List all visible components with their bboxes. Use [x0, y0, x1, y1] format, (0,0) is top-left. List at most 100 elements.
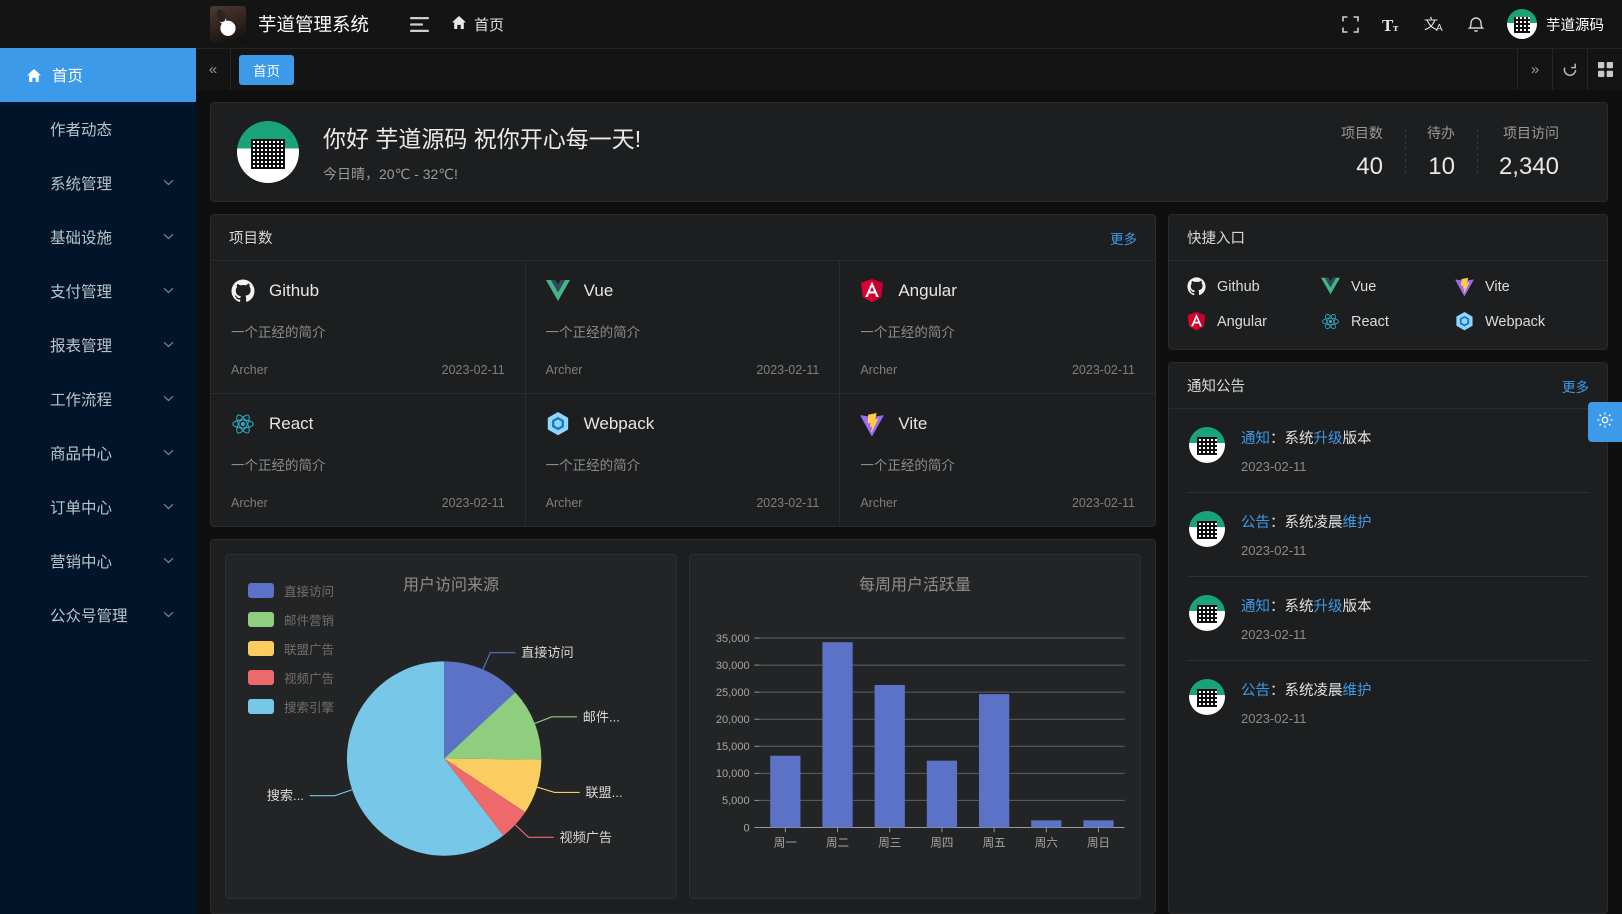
y-tick-label: 35,000: [716, 633, 750, 645]
quick-entry-item[interactable]: Github: [1187, 277, 1321, 296]
sidebar-item-1[interactable]: 作者动态: [0, 102, 196, 156]
quick-entry-item[interactable]: Webpack: [1455, 312, 1589, 331]
project-card[interactable]: Vite 一个正经的简介 Archer 2023-02-11: [840, 394, 1155, 526]
font-size-icon[interactable]: T т: [1371, 0, 1413, 48]
legend-label: 直接访问: [284, 585, 335, 599]
chevron-down-icon: [163, 286, 174, 297]
project-desc: 一个正经的简介: [545, 458, 641, 473]
chevron-down-icon: [163, 178, 174, 189]
legend-swatch: [248, 583, 274, 598]
notice-body: 通知：系统升级版本 2023-02-11: [1241, 595, 1372, 642]
top-header: 芋道管理系统 首页: [196, 0, 1622, 48]
sidebar-item-3[interactable]: 基础设施: [0, 210, 196, 264]
sidebar-item-4[interactable]: 支付管理: [0, 264, 196, 318]
sidebar-item-10[interactable]: 公众号管理: [0, 588, 196, 642]
project-card[interactable]: Github 一个正经的简介 Archer 2023-02-11: [211, 261, 526, 394]
quick-entry-item[interactable]: Vite: [1455, 277, 1589, 296]
brand-title: 芋道管理系统: [258, 14, 370, 35]
project-card[interactable]: Vue 一个正经的简介 Archer 2023-02-11: [525, 261, 841, 394]
pie-chart: 用户访问来源 直接访问 邮件营销 联盟广告 视频广告 搜索引擎 直接访问 邮件... 联盟.…: [225, 554, 677, 899]
translate-icon[interactable]: 文 A: [1413, 0, 1455, 48]
legend-item[interactable]: 搜索引擎: [248, 697, 334, 716]
project-desc: 一个正经的简介: [231, 458, 326, 473]
sidebar-item-0[interactable]: 首页: [0, 48, 196, 102]
notice-item[interactable]: 公告：系统凌晨维护 2023-02-11: [1187, 661, 1589, 744]
legend-item[interactable]: 联盟广告: [248, 639, 334, 658]
legend-item[interactable]: 视频广告: [248, 668, 334, 687]
legend-item[interactable]: 直接访问: [248, 581, 334, 600]
chevron-down-icon: [163, 340, 174, 351]
quick-entry-body: Github Vue Vite Angular React Webpack: [1169, 261, 1607, 349]
project-name: Webpack: [583, 414, 655, 433]
project-footer: Archer 2023-02-11: [860, 496, 1135, 510]
project-desc: 一个正经的简介: [545, 325, 641, 340]
stat-value: 40: [1356, 153, 1383, 180]
gear-icon: [1596, 411, 1614, 434]
quick-entry-item[interactable]: Vue: [1321, 277, 1455, 296]
pie-chart-canvas: 直接访问邮件...联盟...视频广告搜索...: [267, 644, 623, 856]
project-card[interactable]: React 一个正经的简介 Archer 2023-02-11: [211, 394, 526, 526]
charts-card: 用户访问来源 直接访问 邮件营销 联盟广告 视频广告 搜索引擎 直接访问 邮件... 联盟.…: [210, 539, 1156, 914]
sidebar-item-7[interactable]: 商品中心: [0, 426, 196, 480]
pie-callout-line: [309, 789, 353, 797]
notices-more-link[interactable]: 更多: [1562, 379, 1589, 395]
banner-qr-avatar: [237, 121, 299, 183]
quick-entry-label: Vite: [1485, 278, 1510, 295]
y-tick-label: 20,000: [716, 714, 750, 726]
quick-entry-item[interactable]: React: [1321, 312, 1455, 331]
pie-callout-line: [534, 716, 577, 724]
sidebar-item-6[interactable]: 工作流程: [0, 372, 196, 426]
breadcrumb-label: 首页: [474, 16, 505, 34]
y-tick-label: 30,000: [716, 660, 750, 672]
legend-swatch: [248, 670, 274, 685]
layout-grid-icon[interactable]: [1588, 49, 1622, 90]
tab-0[interactable]: 首页: [239, 54, 294, 85]
notice-item[interactable]: 通知：系统升级版本 2023-02-11: [1187, 409, 1589, 493]
legend-swatch: [248, 612, 274, 627]
refresh-icon[interactable]: [1553, 49, 1587, 90]
notice-item[interactable]: 通知：系统升级版本 2023-02-11: [1187, 577, 1589, 661]
settings-button[interactable]: [1588, 402, 1622, 442]
x-tick-label: 周六: [1035, 836, 1058, 850]
project-desc: 一个正经的简介: [860, 458, 955, 473]
project-card[interactable]: Angular 一个正经的简介 Archer 2023-02-11: [840, 261, 1155, 394]
projects-more-link[interactable]: 更多: [1110, 231, 1137, 247]
scroll-right-icon[interactable]: »: [1530, 61, 1540, 78]
notice-item[interactable]: 公告：系统凌晨维护 2023-02-11: [1187, 493, 1589, 577]
project-date: 2023-02-11: [756, 363, 820, 377]
project-footer: Archer 2023-02-11: [546, 496, 820, 510]
project-date: 2023-02-11: [1071, 496, 1135, 510]
breadcrumb[interactable]: 首页: [451, 14, 504, 35]
pie-callout-line: [514, 824, 554, 838]
fullscreen-icon[interactable]: [1329, 0, 1371, 48]
project-card[interactable]: Webpack 一个正经的简介 Archer 2023-02-11: [526, 394, 841, 526]
sidebar-item-8[interactable]: 订单中心: [0, 480, 196, 534]
pie-callout-line: [482, 652, 516, 670]
user-menu[interactable]: 芋道源码: [1507, 9, 1608, 39]
pie-chart-legend: 直接访问邮件营销联盟广告视频广告搜索引擎: [248, 581, 334, 716]
project-card-head: Vue: [545, 279, 820, 303]
sidebar-item-2[interactable]: 系统管理: [0, 156, 196, 210]
sidebar-item-label: 系统管理: [50, 176, 113, 193]
sidebar-item-5[interactable]: 报表管理: [0, 318, 196, 372]
stat-label: 项目数: [1340, 125, 1383, 141]
sidebar-item-9[interactable]: 营销中心: [0, 534, 196, 588]
notice-suffix: 版本: [1342, 431, 1372, 447]
bar: [1031, 820, 1062, 828]
legend-item[interactable]: 邮件营销: [248, 610, 334, 629]
notice-title: 通知：系统升级版本: [1241, 427, 1372, 448]
pie-callout-label: 视频广告: [559, 830, 612, 845]
project-desc: 一个正经的简介: [860, 325, 955, 340]
project-author: Archer: [860, 496, 898, 510]
quick-entry-label: Webpack: [1485, 313, 1546, 330]
projects-header: 项目数 更多: [211, 215, 1155, 261]
bar-chart-title: 每周用户活跃量: [858, 577, 971, 594]
bar: [874, 685, 905, 828]
quick-entry-item[interactable]: Angular: [1187, 312, 1321, 331]
hamburger-icon[interactable]: [410, 16, 429, 32]
scroll-left-icon[interactable]: «: [208, 61, 218, 78]
react-icon: [1321, 312, 1340, 331]
project-card-head: Angular: [860, 279, 1135, 303]
bell-icon[interactable]: [1455, 0, 1497, 48]
